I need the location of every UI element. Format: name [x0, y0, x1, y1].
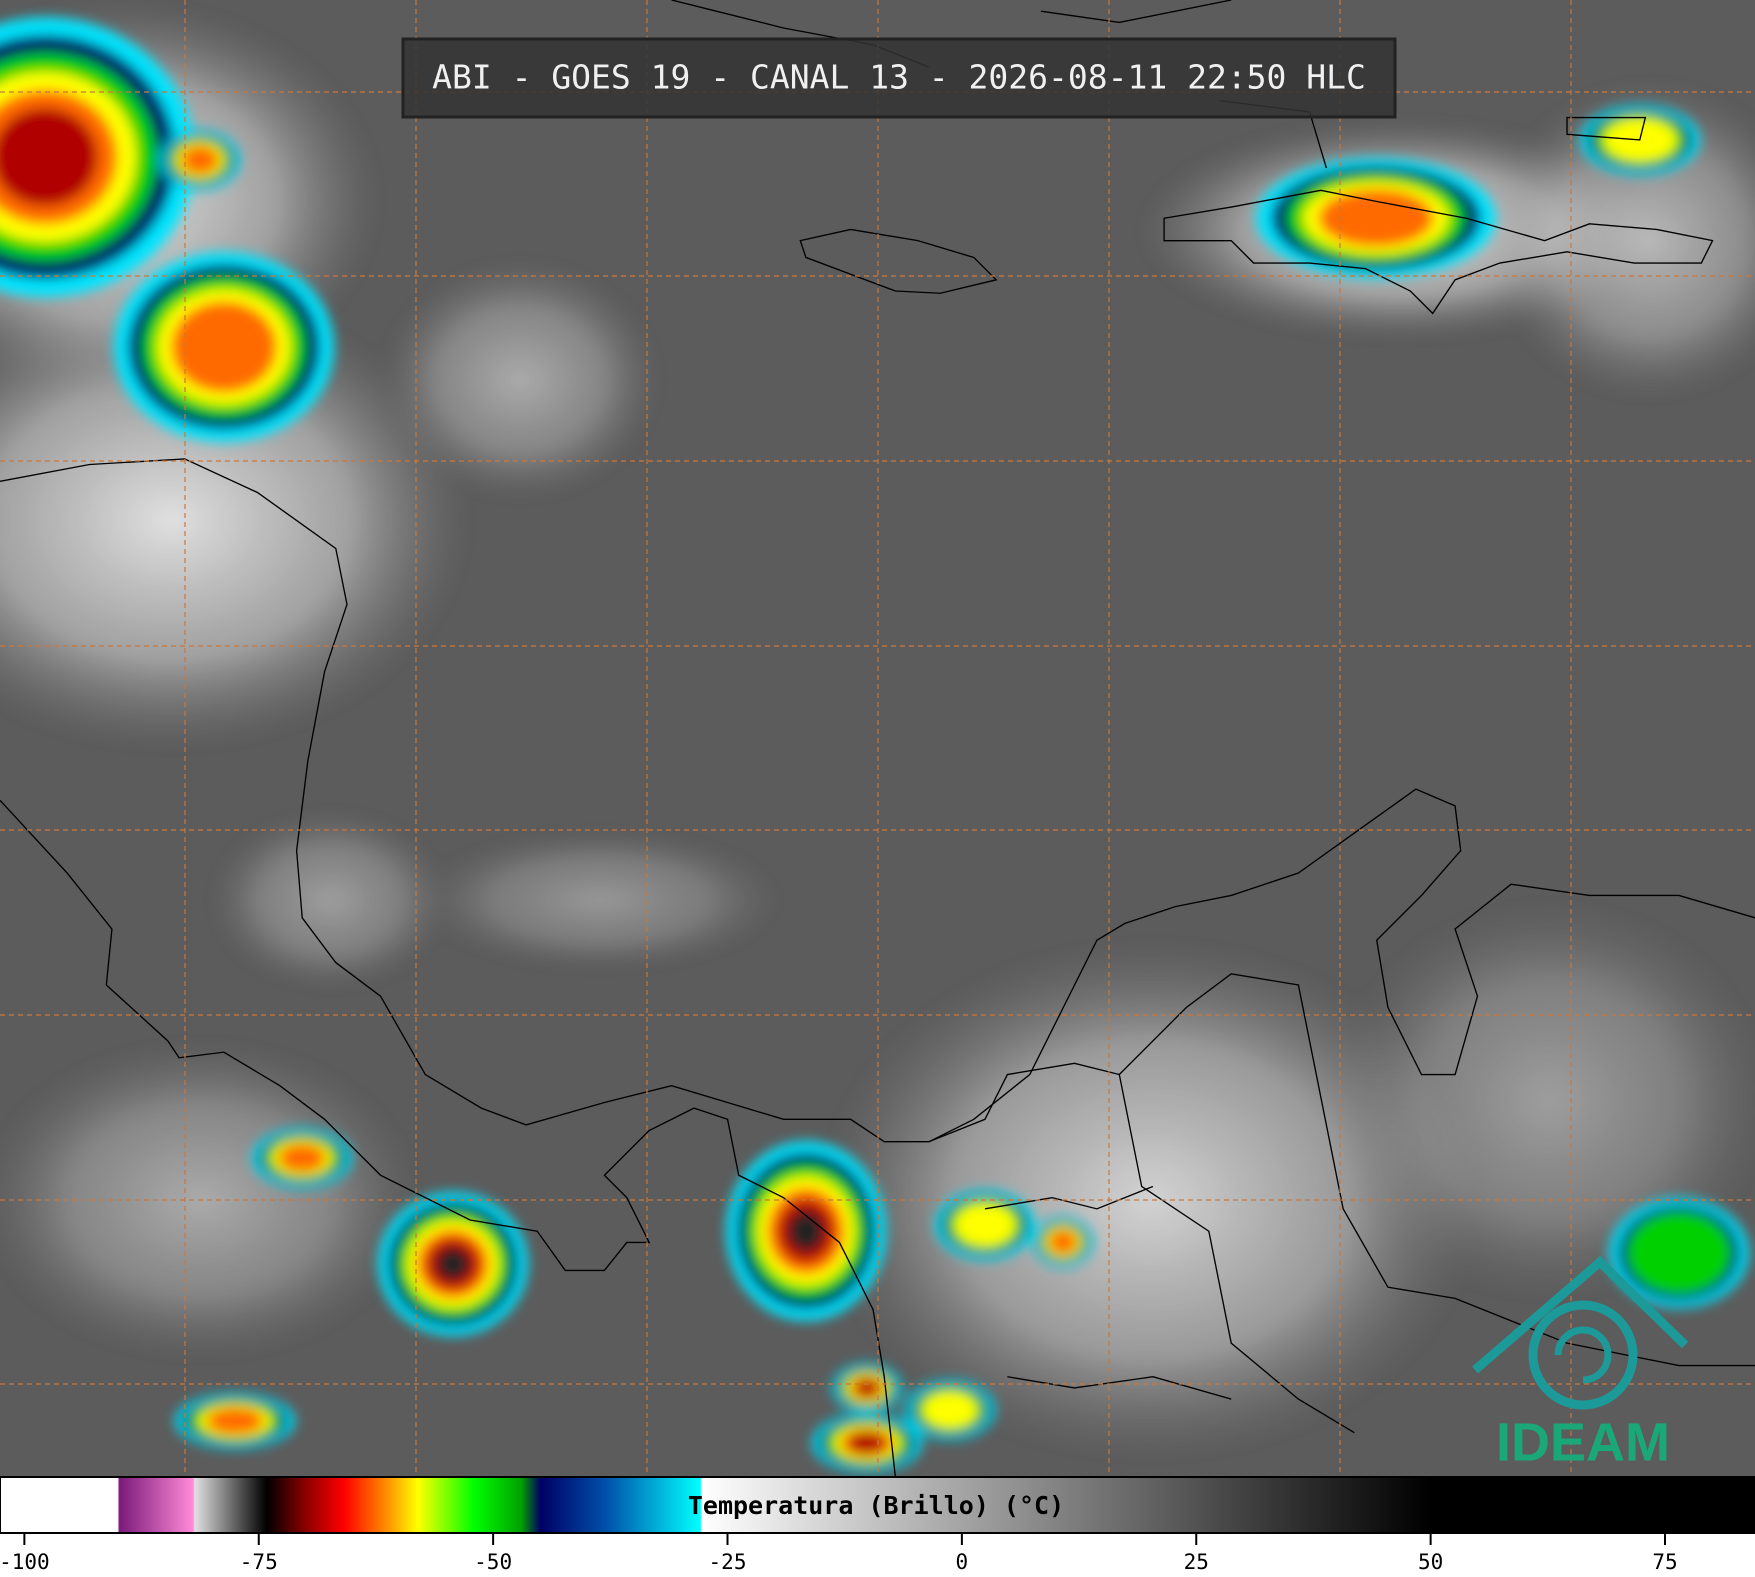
- colorbar-ticks: -100 -75 -50 -25 0 25 50 75: [0, 1533, 1678, 1574]
- colorbar-tick-label: 25: [1184, 1550, 1209, 1574]
- storm-cell: [0, 108, 98, 206]
- storm-cell: [278, 1143, 326, 1173]
- logo-mark: [1472, 1255, 1689, 1410]
- storm-cell: [436, 1248, 470, 1280]
- storm-cell: [1048, 1230, 1078, 1254]
- logo-text: IDEAM: [1496, 1412, 1670, 1472]
- coastlines: [0, 0, 1755, 1478]
- storm-layer: [0, 17, 1749, 1473]
- storm-cell: [1318, 189, 1434, 247]
- colorbar-tick-label: 75: [1652, 1550, 1677, 1574]
- lat-lon-grid: [0, 0, 1755, 1477]
- colorbar-tick-label: 0: [956, 1550, 969, 1574]
- colorbar-tick-label: -100: [0, 1550, 50, 1574]
- storm-cell: [922, 1391, 978, 1429]
- colorbar-label: Temperatura (Brillo) (°C): [688, 1491, 1064, 1520]
- colorbar-tick-label: -50: [474, 1550, 512, 1574]
- storm-cell: [180, 145, 220, 175]
- storm-cell: [206, 1407, 264, 1435]
- storm-cell: [171, 301, 277, 393]
- storm-cell: [847, 1432, 887, 1454]
- title-box: [401, 37, 1397, 119]
- storm-cell: [1627, 1212, 1731, 1294]
- colorbar-tick-label: -75: [240, 1550, 278, 1574]
- colorbar-tick-label: 50: [1418, 1550, 1443, 1574]
- storm-cell: [954, 1203, 1016, 1247]
- colorbar: [0, 1476, 1755, 1534]
- storm-cell: [788, 1211, 824, 1251]
- title: ABI - GOES 19 - CANAL 13 - 2026-08-11 22…: [432, 58, 1366, 97]
- colorbar-tick-label: -25: [709, 1550, 747, 1574]
- storm-cell: [854, 1379, 880, 1397]
